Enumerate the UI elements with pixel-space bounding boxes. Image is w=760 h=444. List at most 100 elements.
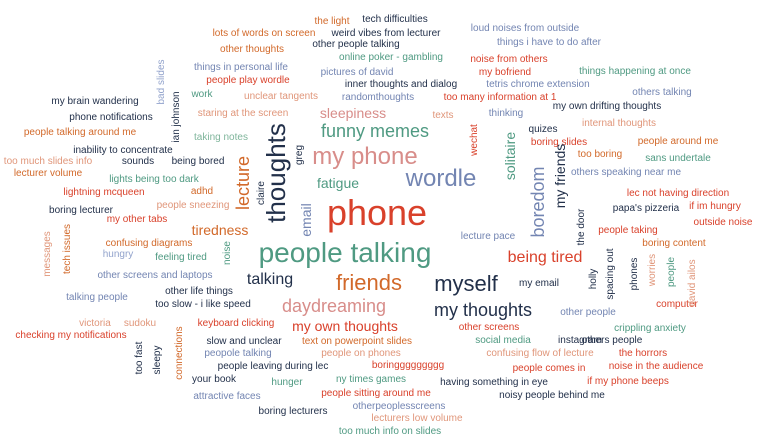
word-cloud-word: my bofriend: [478, 67, 532, 78]
word-cloud-word: texts: [432, 110, 454, 121]
word-cloud-word: staring at the screen: [197, 108, 289, 119]
word-cloud-word: the light: [314, 16, 350, 27]
word-cloud-word: people: [666, 256, 677, 288]
word-cloud-word: other screens and laptops: [97, 270, 213, 281]
word-cloud-word: inner thoughts and dialog: [344, 79, 458, 90]
word-cloud-word: the door: [576, 208, 587, 246]
word-cloud-word: boring content: [642, 238, 706, 249]
word-cloud-word: my email: [518, 278, 560, 289]
word-cloud-word: lightning mcqueen: [63, 187, 145, 198]
word-cloud-word: checking my notifications: [15, 330, 127, 341]
word-cloud-word: boring lecturer: [49, 205, 113, 216]
word-cloud-word: other screens: [458, 322, 520, 333]
word-cloud-word: sleepiness: [319, 105, 387, 121]
word-cloud-word: others talking: [632, 87, 692, 98]
word-cloud-word: other thoughts: [220, 44, 284, 55]
word-cloud-word: my thoughts: [433, 300, 533, 320]
word-cloud-word: boredom: [528, 166, 548, 238]
word-cloud-word: boring lecturers: [258, 406, 328, 417]
word-cloud-word: too much slides info: [3, 156, 93, 167]
word-cloud-word: lec not having direction: [626, 188, 730, 199]
word-cloud-word: feeling tired: [155, 252, 207, 263]
word-cloud-word: sans undertale: [645, 153, 711, 164]
word-cloud-word: others people: [581, 335, 643, 346]
word-cloud-word: other people: [560, 307, 616, 318]
word-cloud-word: being bored: [171, 156, 225, 167]
word-cloud-word: people talking: [258, 237, 432, 268]
word-cloud-word: solitaire: [502, 131, 518, 181]
word-cloud-word: spacing out: [605, 248, 616, 300]
word-cloud-word: unclear tangents: [244, 91, 318, 102]
word-cloud-word: my friends: [552, 143, 568, 209]
word-cloud-word: adhd: [190, 186, 214, 197]
word-cloud-word: boringgggggggg: [371, 360, 445, 371]
word-cloud-word: having something in eye: [440, 377, 548, 388]
word-cloud-word: crippling anxiety: [614, 323, 686, 334]
word-cloud-word: talking: [246, 271, 294, 288]
word-cloud-word: lecture: [233, 155, 253, 211]
word-cloud-word: boring slides: [530, 137, 588, 148]
word-cloud-word: too many information at 1: [443, 92, 557, 103]
word-cloud-word: tech issues: [62, 223, 73, 275]
word-cloud-word: phone: [326, 192, 428, 233]
word-cloud-word: people leaving during lec: [217, 361, 329, 372]
word-cloud-word: funny memes: [320, 121, 430, 141]
word-cloud-word: ny times games: [335, 374, 407, 385]
word-cloud-word: randomthoughts: [341, 92, 415, 103]
word-cloud-word: your book: [192, 374, 236, 385]
word-cloud-word: lecture pace: [460, 231, 516, 242]
word-cloud-word: tiredness: [191, 222, 249, 238]
word-cloud-word: connections: [174, 326, 185, 380]
word-cloud-word: otherpeoplesscreens: [352, 401, 446, 412]
word-cloud-word: people play wordle: [206, 75, 290, 86]
word-cloud-word: slow and unclear: [206, 336, 282, 347]
word-cloud-word: bad slides: [156, 59, 167, 105]
word-cloud-word: talking people: [66, 292, 128, 303]
word-cloud-word: weird vibes from lecturer: [331, 28, 441, 39]
word-cloud-word: computer: [656, 299, 698, 310]
word-cloud-word: outside noise: [693, 217, 753, 228]
word-cloud-word: text on powerpoint slides: [301, 336, 413, 347]
word-cloud-word: noisy people behind me: [499, 390, 605, 401]
word-cloud-word: pictures of david: [320, 67, 394, 78]
word-cloud-word: sudoku: [123, 318, 157, 329]
word-cloud-word: friends: [335, 270, 403, 295]
word-cloud-word: people sitting around me: [321, 388, 431, 399]
word-cloud-word: lights being too dark: [109, 174, 199, 185]
word-cloud-word: things in personal life: [194, 62, 288, 73]
word-cloud-word: noise: [222, 241, 233, 265]
word-cloud-word: messages: [42, 231, 53, 277]
word-cloud-word: people sneezing: [156, 200, 230, 211]
word-cloud-word: sounds: [121, 156, 155, 167]
word-cloud-word: confusing diagrams: [105, 238, 193, 249]
word-cloud-word: my own drifting thoughts: [552, 101, 662, 112]
word-cloud-word: other life things: [165, 286, 233, 297]
word-cloud-word: my own thoughts: [292, 318, 398, 334]
word-cloud-word: instagram: [558, 335, 602, 346]
word-cloud-word: people on phones: [321, 348, 401, 359]
word-cloud-word: email: [298, 203, 314, 237]
word-cloud-word: lots of words on screen: [212, 28, 316, 39]
word-cloud-word: tech difficulties: [362, 14, 428, 25]
word-cloud-word: noise in the audience: [608, 361, 704, 372]
word-cloud-word: greg: [294, 144, 305, 166]
word-cloud-word: if im hungry: [689, 201, 741, 212]
word-cloud-word: keyboard clicking: [197, 318, 275, 329]
word-cloud-word: david ailos: [687, 259, 698, 307]
word-cloud-word: victoria: [79, 318, 111, 329]
word-cloud-word: worries: [647, 253, 658, 287]
word-cloud-word: tetris chrome extension: [486, 79, 590, 90]
word-cloud-word: lecturers low volume: [371, 413, 463, 424]
word-cloud-word: internal thoughts: [582, 118, 656, 129]
word-cloud-word: people taking: [598, 225, 658, 236]
word-cloud-word: quizes: [528, 124, 558, 135]
word-cloud-word: lecturer volume: [13, 168, 83, 179]
word-cloud-word: fatigue: [316, 175, 360, 191]
word-cloud-word: claire: [256, 181, 267, 205]
word-cloud-word: peopole talking: [204, 348, 272, 359]
word-cloud-word: wordle: [405, 165, 477, 192]
word-cloud-word: too boring: [577, 149, 623, 160]
word-cloud-word: too slow - i like speed: [155, 299, 251, 310]
word-cloud-word: myself: [434, 271, 498, 296]
word-cloud-word: daydreaming: [281, 296, 387, 316]
